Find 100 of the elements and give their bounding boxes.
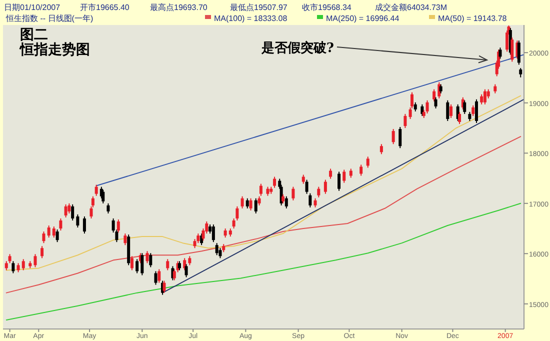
candlestick	[40, 246, 44, 259]
candlestick	[258, 196, 261, 206]
candlestick	[12, 260, 15, 274]
candlestick	[184, 264, 188, 278]
candlestick	[71, 204, 74, 221]
text: 收市19568.34	[302, 3, 352, 12]
candlestick	[305, 179, 308, 194]
candlestick	[154, 270, 158, 286]
annotation: 是否假突破?	[260, 40, 334, 56]
candlestick	[329, 168, 332, 180]
candlestick	[178, 260, 181, 271]
candlestick	[494, 84, 497, 94]
candlestick	[22, 258, 25, 271]
candlestick	[463, 100, 466, 114]
candlestick	[8, 254, 12, 264]
candlestick	[282, 194, 285, 204]
candlestick	[249, 198, 252, 211]
candlestick	[166, 258, 170, 271]
candlestick	[158, 268, 161, 284]
legend-item: MA(100) = 18333.08	[205, 14, 288, 23]
candlestick	[324, 179, 327, 194]
candlestick	[56, 229, 59, 243]
candlestick	[510, 37, 514, 62]
candlestick	[116, 218, 120, 234]
candlestick	[64, 204, 68, 218]
candlestick	[439, 84, 442, 94]
candlestick	[308, 192, 312, 208]
candlestick	[486, 88, 490, 99]
candlestick	[34, 254, 37, 268]
candlestick	[140, 252, 144, 276]
legend-item: MA(50) = 19143.78	[429, 14, 507, 23]
candlestick	[124, 233, 127, 246]
candlestick	[47, 224, 50, 238]
candlestick	[366, 156, 370, 168]
candlestick	[68, 202, 71, 214]
candlestick	[236, 206, 239, 221]
candlestick	[360, 164, 363, 176]
candlestick	[338, 171, 341, 192]
candlestick	[240, 196, 244, 209]
candlestick	[42, 231, 46, 244]
candlestick	[136, 258, 139, 274]
candlestick	[414, 102, 417, 112]
candlestick	[519, 68, 522, 78]
candlestick	[426, 100, 429, 114]
candlestick	[130, 256, 134, 271]
candlestick	[474, 98, 478, 124]
candlestick	[196, 233, 200, 244]
candlestick	[82, 216, 86, 234]
candlestick	[254, 198, 258, 214]
candlestick	[183, 258, 186, 271]
text: 恒生指数 -- 日线图(一年)	[5, 14, 94, 23]
candlestick	[314, 198, 317, 208]
candlestick	[317, 186, 320, 198]
candlestick	[498, 47, 502, 60]
candlestick	[212, 224, 215, 243]
text: 恒指走势图	[19, 42, 90, 58]
candlestick	[188, 256, 192, 266]
candlestick	[16, 262, 20, 273]
chart-subtitle: 图二	[20, 27, 48, 43]
candlestick	[472, 104, 475, 116]
candlestick	[380, 144, 383, 155]
line-series	[6, 95, 522, 271]
candlestick	[215, 242, 218, 256]
candlestick	[398, 126, 402, 149]
text: 日期01/10/2007	[4, 3, 61, 12]
candlestick	[434, 96, 438, 109]
candlestick	[450, 104, 453, 118]
candlestick	[246, 198, 249, 209]
candlestick	[517, 40, 520, 66]
candlestick	[483, 88, 486, 105]
candlestick	[259, 183, 262, 196]
candlestick	[149, 252, 152, 268]
candlestick	[162, 280, 166, 294]
candlestick	[302, 174, 305, 184]
candlestick	[232, 218, 236, 230]
line-series	[6, 136, 522, 294]
candlestick	[224, 228, 227, 238]
candlestick	[102, 189, 105, 204]
candlestick	[4, 260, 8, 271]
candlestick	[284, 196, 288, 209]
text: 最低点19507.97	[230, 3, 288, 12]
candlestick	[420, 104, 424, 116]
candlestick	[52, 226, 56, 238]
candlestick	[106, 202, 110, 214]
candlestick	[94, 184, 98, 196]
candlestick	[292, 186, 295, 201]
candlestick	[446, 100, 450, 122]
candlestick	[59, 218, 62, 232]
line-series	[6, 202, 522, 320]
legend-item: MA(250) = 16996.44	[317, 14, 400, 23]
candlestick	[342, 169, 346, 184]
candlestick	[146, 250, 149, 264]
text: 最高点19693.70	[150, 3, 208, 12]
text: 成交金额64034.73M	[375, 3, 448, 12]
candlestick	[404, 113, 407, 129]
text: 开市19665.40	[80, 3, 130, 12]
candlestick	[266, 186, 270, 196]
candlestick	[273, 176, 276, 188]
candlestick	[349, 168, 352, 178]
candlestick	[392, 128, 395, 145]
